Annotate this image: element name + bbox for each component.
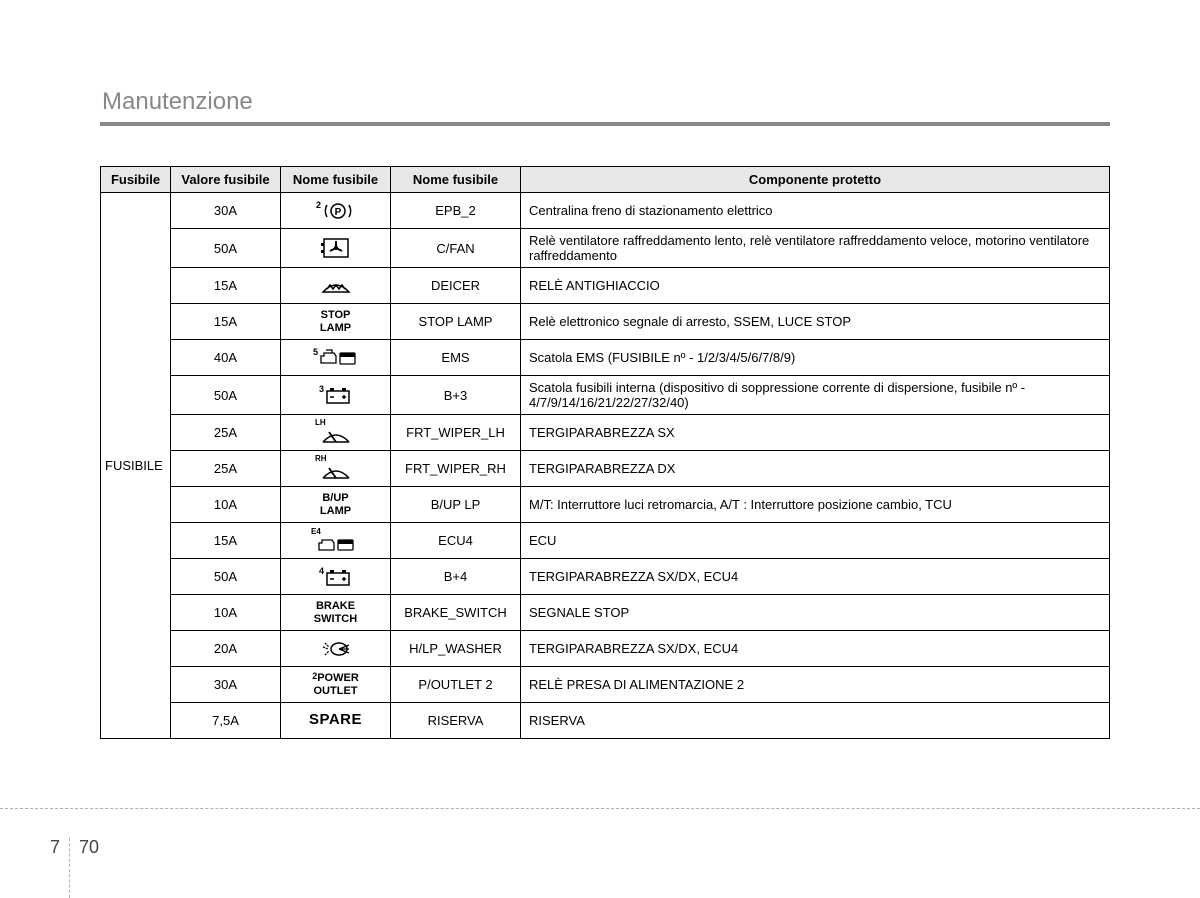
cell-valore: 15A [171,268,281,304]
cell-nome: ECU4 [391,523,521,559]
cell-componente: Relè ventilatore raffreddamento lento, r… [521,229,1110,268]
table-row: FUSIBILE30A2PEPB_2Centralina freno di st… [101,193,1110,229]
table-row: 30A2POWEROUTLETP/OUTLET 2RELÈ PRESA DI A… [101,667,1110,703]
cell-valore: 50A [171,229,281,268]
cell-valore: 50A [171,376,281,415]
title-rule [100,122,1110,126]
cell-nome: STOP LAMP [391,304,521,340]
cell-componente: Scatola fusibili interna (dispositivo di… [521,376,1110,415]
table-row: 7,5ASPARERISERVARISERVA [101,703,1110,739]
table-row: 10ABRAKESWITCHBRAKE_SWITCHSEGNALE STOP [101,595,1110,631]
page-number: 7 70 [50,818,99,878]
manual-page: Manutenzione Fusibile Valore fusibile No… [0,0,1200,739]
cell-componente: TERGIPARABREZZA DX [521,451,1110,487]
table-body: FUSIBILE30A2PEPB_2Centralina freno di st… [101,193,1110,739]
cell-componente: M/T: Interruttore luci retromarcia, A/T … [521,487,1110,523]
table-row: 25ARHFRT_WIPER_RHTERGIPARABREZZA DX [101,451,1110,487]
page-number-separator [69,838,70,898]
cell-valore: 30A [171,667,281,703]
cell-nome: C/FAN [391,229,521,268]
cell-componente: RELÈ PRESA DI ALIMENTAZIONE 2 [521,667,1110,703]
cell-fuse-icon: LH [281,415,391,451]
cell-fuse-icon: STOPLAMP [281,304,391,340]
table-row: 50A4B+4TERGIPARABREZZA SX/DX, ECU4 [101,559,1110,595]
cell-fuse-icon: 3 [281,376,391,415]
cell-nome: EMS [391,340,521,376]
page-footer: 7 70 [0,808,1200,809]
page-title: Manutenzione [102,88,1110,116]
cell-componente: ECU [521,523,1110,559]
table-header-row: Fusibile Valore fusibile Nome fusibile N… [101,167,1110,193]
cell-valore: 40A [171,340,281,376]
cell-fuse-icon: RH [281,451,391,487]
fuse-table: Fusibile Valore fusibile Nome fusibile N… [100,166,1110,739]
cell-valore: 10A [171,595,281,631]
th-nome: Nome fusibile [391,167,521,193]
cell-fuse-icon: 5 [281,340,391,376]
cell-nome: B+4 [391,559,521,595]
table-row: 40A5EMSScatola EMS (FUSIBILE nº - 1/2/3/… [101,340,1110,376]
cell-valore: 10A [171,487,281,523]
page-number-right: 70 [79,837,99,857]
table-row: 10AB/UPLAMPB/UP LPM/T: Interruttore luci… [101,487,1110,523]
cell-valore: 15A [171,523,281,559]
cell-nome: FRT_WIPER_RH [391,451,521,487]
table-row: 50A C/FANRelè ventilatore raffreddamento … [101,229,1110,268]
cell-componente: Scatola EMS (FUSIBILE nº - 1/2/3/4/5/6/7… [521,340,1110,376]
cell-componente: RISERVA [521,703,1110,739]
cell-fuse-icon: 2POWEROUTLET [281,667,391,703]
cell-fuse-icon: SPARE [281,703,391,739]
table-row: 50A3B+3Scatola fusibili interna (disposi… [101,376,1110,415]
cell-fuse-icon: E4 [281,523,391,559]
cell-valore: 30A [171,193,281,229]
cell-fuse-icon: 4 [281,559,391,595]
cell-valore: 25A [171,451,281,487]
cell-valore: 20A [171,631,281,667]
cell-nome: P/OUTLET 2 [391,667,521,703]
th-valore: Valore fusibile [171,167,281,193]
cell-valore: 25A [171,415,281,451]
cell-nome: BRAKE_SWITCH [391,595,521,631]
row-header-fusibile: FUSIBILE [101,193,171,739]
cell-nome: B/UP LP [391,487,521,523]
footer-dash-line [0,808,1200,809]
cell-componente: TERGIPARABREZZA SX/DX, ECU4 [521,631,1110,667]
cell-valore: 15A [171,304,281,340]
cell-componente: TERGIPARABREZZA SX [521,415,1110,451]
cell-componente: SEGNALE STOP [521,595,1110,631]
cell-valore: 50A [171,559,281,595]
cell-nome: DEICER [391,268,521,304]
page-number-left: 7 [50,837,60,857]
cell-nome: B+3 [391,376,521,415]
cell-fuse-icon: 2P [281,193,391,229]
cell-nome: EPB_2 [391,193,521,229]
cell-fuse-icon [281,229,391,268]
svg-text:P: P [335,207,342,218]
cell-valore: 7,5A [171,703,281,739]
table-row: 20A H/LP_WASHERTERGIPARABREZZA SX/DX, ECU… [101,631,1110,667]
cell-componente: TERGIPARABREZZA SX/DX, ECU4 [521,559,1110,595]
table-row: 15AE4ECU4ECU [101,523,1110,559]
th-fusibile: Fusibile [101,167,171,193]
cell-nome: RISERVA [391,703,521,739]
cell-componente: Centralina freno di stazionamento elettr… [521,193,1110,229]
table-row: 25ALHFRT_WIPER_LHTERGIPARABREZZA SX [101,415,1110,451]
cell-fuse-icon: BRAKESWITCH [281,595,391,631]
cell-fuse-icon [281,268,391,304]
table-row: 15A DEICERRELÈ ANTIGHIACCIO [101,268,1110,304]
table-row: 15ASTOPLAMPSTOP LAMPRelè elettronico seg… [101,304,1110,340]
cell-componente: RELÈ ANTIGHIACCIO [521,268,1110,304]
cell-nome: H/LP_WASHER [391,631,521,667]
cell-nome: FRT_WIPER_LH [391,415,521,451]
th-componente: Componente protetto [521,167,1110,193]
th-icon: Nome fusibile [281,167,391,193]
cell-fuse-icon [281,631,391,667]
cell-componente: Relè elettronico segnale di arresto, SSE… [521,304,1110,340]
cell-fuse-icon: B/UPLAMP [281,487,391,523]
